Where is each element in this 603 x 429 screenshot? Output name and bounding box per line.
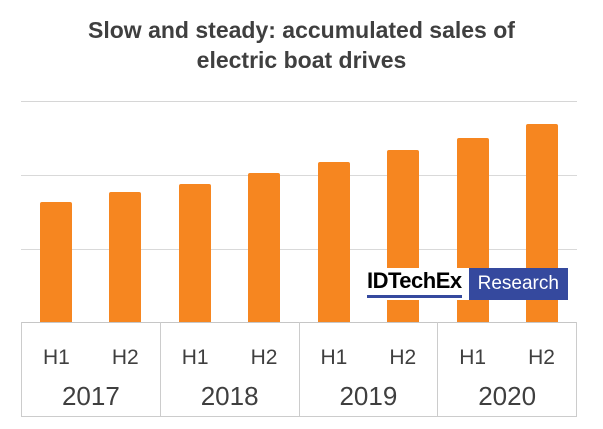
half-year-row: H1 H2 (300, 322, 438, 374)
bar-2017-h2 (109, 192, 142, 322)
bars-layer (21, 102, 577, 322)
chart-title: Slow and steady: accumulated sales of el… (88, 17, 515, 73)
h1-label: H1 (43, 346, 70, 369)
x-axis-label-table: H1 H2 2017 H1 H2 2018 H1 H2 2019 H1 H2 2… (21, 322, 577, 417)
h2-label: H2 (111, 346, 139, 369)
logo-brand-text: IDTechEx (367, 270, 462, 298)
h2-label: H2 (250, 346, 278, 369)
h1-label: H1 (459, 346, 487, 369)
bar-cell (91, 102, 161, 322)
plot-area (21, 101, 577, 323)
year-label: 2017 (61, 381, 120, 411)
year-label: 2020 (478, 381, 537, 411)
year-group-2020: H1 H2 2020 (437, 322, 576, 416)
year-group-2019: H1 H2 2019 (298, 322, 438, 416)
h1-label: H1 (320, 346, 348, 369)
gridline (21, 175, 577, 177)
half-year-row: H1 H2 (438, 322, 576, 374)
h2-label: H2 (528, 346, 555, 369)
bar-cell (299, 102, 369, 322)
bar-2017-h1 (39, 201, 72, 322)
bar-2018-h1 (178, 184, 211, 322)
year-label: 2019 (339, 381, 398, 411)
year-group-2017: H1 H2 2017 (22, 322, 160, 416)
bar-cell (160, 102, 230, 322)
bar-cell (230, 102, 300, 322)
h2-label: H2 (389, 346, 417, 369)
logo-brand-panel: IDTechEx (362, 268, 469, 300)
bar-2018-h2 (248, 173, 281, 322)
year-group-2018: H1 H2 2018 (159, 322, 299, 416)
year-label: 2018 (200, 381, 259, 411)
half-year-row: H1 H2 (161, 322, 299, 374)
idtechex-logo: IDTechEx Research (362, 268, 568, 300)
gridline (21, 248, 577, 250)
half-year-row: H1 H2 (22, 322, 160, 374)
logo-research-badge: Research (468, 268, 568, 300)
h1-label: H1 (181, 346, 209, 369)
bar-2019-h1 (317, 162, 350, 322)
bar-cell (21, 102, 91, 322)
